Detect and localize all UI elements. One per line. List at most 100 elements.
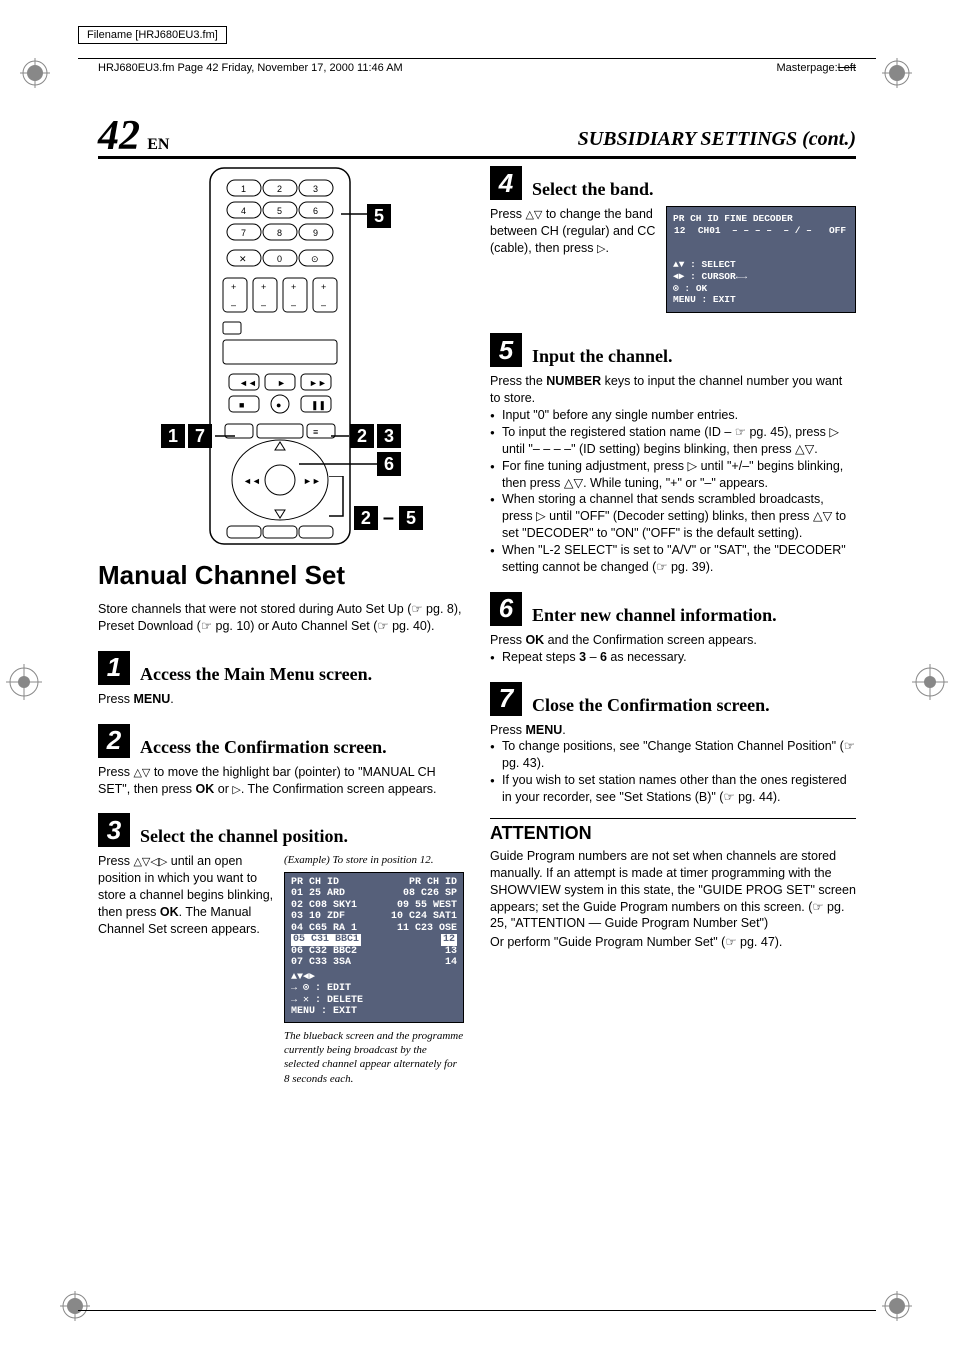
callout-range-5: 5: [399, 506, 423, 530]
reg-mark-icon: [912, 664, 948, 700]
masterpage-label: Masterpage:Left: [776, 62, 856, 74]
attention-title: ATTENTION: [490, 818, 856, 844]
callout-2-3: 2 3: [350, 424, 401, 448]
reg-mark-icon: [882, 58, 912, 88]
svg-text:1: 1: [241, 184, 246, 194]
step5-b4: When storing a channel that sends scramb…: [490, 491, 856, 542]
reg-mark-icon: [20, 58, 50, 88]
r: 13: [445, 946, 457, 958]
remote-diagram: 1 2 3 4 5 6 7 8 9 ✕ 0 ⊙ +– +– +– +–: [161, 166, 401, 546]
r: 09 55 WEST: [397, 900, 457, 912]
callout-3: 3: [377, 424, 401, 448]
r: 07 C33 3SA: [291, 957, 351, 969]
intro-text: Store channels that were not stored duri…: [98, 601, 464, 635]
step-7: 7 Close the Confirmation screen. Press M…: [490, 682, 856, 806]
step-body-3: Press △▽◁▷ until an open position in whi…: [98, 853, 274, 1085]
h: ▲▼◄►: [291, 972, 457, 984]
svg-text:5: 5: [277, 206, 282, 216]
step6-b1: Repeat steps 3 – 6 as necessary.: [490, 649, 856, 666]
step-2: 2 Access the Confirmation screen. Press …: [98, 724, 464, 798]
r: 14: [445, 957, 457, 969]
content-columns: 1 2 3 4 5 6 7 8 9 ✕ 0 ⊙ +– +– +– +–: [98, 166, 856, 1261]
r: 06 C32 BBC2: [291, 946, 357, 958]
masterpage-value: Left: [838, 62, 856, 74]
callout-7: 7: [188, 424, 212, 448]
step-body-1: Press MENU.: [98, 691, 464, 708]
step-title-2: Access the Confirmation screen.: [140, 737, 387, 758]
step-4: 4 Select the band. PR CH ID FINE DECODER…: [490, 166, 856, 317]
b: ◄► : CURSOR←→: [673, 271, 849, 283]
step-title-4: Select the band.: [532, 179, 654, 200]
r: 11 C23 OSE: [397, 923, 457, 935]
svg-text:+: +: [321, 282, 326, 292]
reg-mark-icon: [60, 1291, 90, 1321]
section-header: SUBSIDIARY SETTINGS (cont.): [578, 128, 856, 151]
step-num-4: 4: [490, 166, 522, 200]
left-column: 1 2 3 4 5 6 7 8 9 ✕ 0 ⊙ +– +– +– +–: [98, 166, 464, 1261]
b: ⊙ : OK: [673, 283, 849, 295]
callout-1-7: 1 7: [161, 424, 212, 448]
b: PR CH ID FINE DECODER: [673, 213, 849, 225]
example-label: (Example) To store in position 12.: [284, 853, 464, 867]
r: 03 10 ZDF: [291, 911, 345, 923]
step-title-7: Close the Confirmation screen.: [532, 695, 770, 716]
svg-text:❚❚: ❚❚: [311, 400, 326, 411]
svg-text:–: –: [291, 300, 296, 310]
masterpage-label-text: Masterpage:: [776, 62, 837, 74]
step-body-2: Press △▽ to move the highlight bar (poin…: [98, 764, 464, 798]
svg-text:+: +: [261, 282, 266, 292]
band-screen: PR CH ID FINE DECODER 12 CH01 – – – – – …: [666, 206, 856, 313]
footer-rule: [78, 1310, 876, 1311]
svg-text:–: –: [261, 300, 266, 310]
svg-text:–: –: [231, 300, 236, 310]
step-num-2: 2: [98, 724, 130, 758]
step7-bullets: To change positions, see "Change Station…: [490, 738, 856, 806]
header-text: HRJ680EU3.fm Page 42 Friday, November 17…: [98, 62, 403, 74]
svg-text:2: 2: [277, 184, 282, 194]
step5-b2: To input the registered station name (ID…: [490, 424, 856, 458]
page: Filename [HRJ680EU3.fm] HRJ680EU3.fm Pag…: [0, 0, 954, 1351]
step-title-5: Input the channel.: [532, 346, 673, 367]
r: 10 C24 SAT1: [391, 911, 457, 923]
step5-b3: For fine tuning adjustment, press ▷ unti…: [490, 458, 856, 492]
right-column: 4 Select the band. PR CH ID FINE DECODER…: [490, 166, 856, 1261]
page-lang: EN: [147, 136, 169, 153]
svg-text:◄◄: ◄◄: [243, 476, 261, 486]
attention-p1: Guide Program numbers are not set when c…: [490, 848, 856, 932]
svg-text:►►: ►►: [309, 378, 327, 388]
svg-text:►: ►: [277, 378, 286, 388]
step5-b1: Input "0" before any single number entri…: [490, 407, 856, 424]
svg-text:7: 7: [241, 228, 246, 238]
reg-mark-icon: [6, 664, 42, 700]
scr-hl: PR CH ID: [291, 877, 339, 889]
dash: –: [381, 507, 396, 530]
svg-text:9: 9: [313, 228, 318, 238]
step7-b1: To change positions, see "Change Station…: [490, 738, 856, 772]
header-rule: [78, 58, 876, 59]
step5-bullets: Input "0" before any single number entri…: [490, 407, 856, 576]
svg-text:≡: ≡: [313, 427, 318, 437]
step-6: 6 Enter new channel information. Press O…: [490, 592, 856, 666]
page-number: 42 EN: [98, 112, 169, 160]
svg-text:8: 8: [277, 228, 282, 238]
svg-text:6: 6: [313, 206, 318, 216]
callout-6: 6: [377, 452, 401, 476]
step-3: 3 Select the channel position. Press △▽◁…: [98, 813, 464, 1085]
h: MENU : EXIT: [291, 1006, 457, 1018]
svg-text:⊙: ⊙: [311, 254, 319, 264]
r: 02 C08 SKY1: [291, 900, 357, 912]
h: → ✕ : DELETE: [291, 995, 457, 1007]
r: 08 C26 SP: [403, 888, 457, 900]
filename-box: Filename [HRJ680EU3.fm]: [78, 26, 227, 44]
page-number-value: 42: [98, 113, 140, 159]
step-num-1: 1: [98, 651, 130, 685]
step-num-6: 6: [490, 592, 522, 626]
step-5: 5 Input the channel. Press the NUMBER ke…: [490, 333, 856, 576]
attention-p2: Or perform "Guide Program Number Set" (☞…: [490, 934, 856, 951]
channel-list-screen: PR CH IDPR CH ID 01 25 ARD08 C26 SP 02 C…: [284, 872, 464, 1023]
r: 12: [441, 934, 457, 946]
svg-text:–: –: [321, 300, 326, 310]
step6-bullets: Repeat steps 3 – 6 as necessary.: [490, 649, 856, 666]
b: MENU : EXIT: [673, 294, 849, 306]
main-title: Manual Channel Set: [98, 560, 464, 591]
